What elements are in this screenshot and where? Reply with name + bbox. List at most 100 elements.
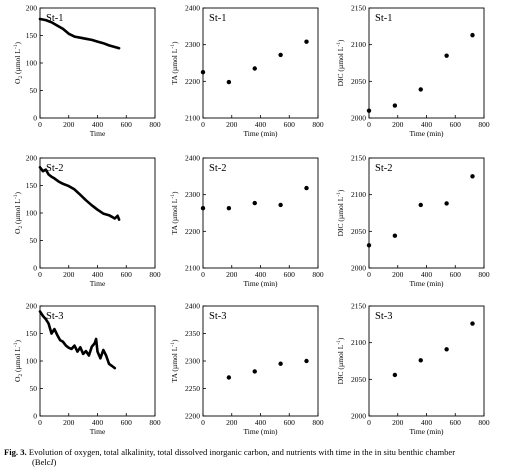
y-axis-label-unit: (µmol L <box>170 198 179 225</box>
data-point <box>278 361 283 366</box>
data-point <box>392 233 398 238</box>
x-tick-label: 0 <box>38 270 42 279</box>
x-tick-label: 400 <box>255 418 267 427</box>
y-axis-label-exp: -1 <box>13 44 19 49</box>
plot-frame <box>202 157 319 269</box>
y-axis-label-exp: -1 <box>336 42 342 47</box>
data-point <box>444 53 449 58</box>
x-tick-label: 0 <box>201 270 205 279</box>
data-point <box>226 206 232 211</box>
y-axis-label-main: TA <box>170 224 179 234</box>
y-axis-label-unit: (µmol L <box>13 347 22 374</box>
x-tick-label: 0 <box>201 418 205 427</box>
x-axis-label: Time (min) <box>409 279 444 288</box>
x-tick-label: 400 <box>421 418 433 427</box>
x-tick-label: 400 <box>92 270 104 279</box>
x-tick-label: 0 <box>38 120 42 129</box>
x-tick-label: 800 <box>149 270 161 279</box>
x-tick-label: 200 <box>226 120 238 129</box>
plot-frame <box>202 305 319 417</box>
y-axis-label-exp: -1 <box>170 194 176 199</box>
x-tick-label: 200 <box>226 418 238 427</box>
y-tick-label: 2050 <box>351 77 366 86</box>
y-axis-label: O2 (µmol L-1) <box>13 191 24 234</box>
x-axis-label: Time (min) <box>409 129 444 138</box>
y-axis-label-end: ) <box>170 339 179 342</box>
x-tick-label: 200 <box>226 270 238 279</box>
y-tick-label: 2400 <box>185 154 200 163</box>
y-tick-label: 50 <box>30 236 38 245</box>
caption-line2-end: ) <box>53 457 57 467</box>
y-axis-label-main: DIC <box>336 224 345 237</box>
caption-label: Fig. 3. <box>4 447 27 457</box>
y-axis-label-end: ) <box>13 191 22 194</box>
x-tick-label: 600 <box>450 270 462 279</box>
y-axis-label-main: O <box>13 376 22 382</box>
y-tick-label: 2000 <box>351 412 366 421</box>
y-axis-label-unit: (µmol L <box>336 344 345 371</box>
x-axis-label: Time <box>90 279 106 288</box>
data-point <box>444 201 449 206</box>
data-point <box>418 202 423 208</box>
x-tick-label: 200 <box>392 270 404 279</box>
y-axis-label-unit: (µmol L <box>170 48 179 75</box>
plot-frame <box>39 305 156 417</box>
y-tick-label: 100 <box>26 209 38 218</box>
y-axis-label: TA (µmol L-1) <box>170 339 179 382</box>
data-point <box>366 108 372 113</box>
plot-frame <box>368 305 485 417</box>
x-axis-label: Time (min) <box>243 427 278 436</box>
y-axis-label-sub: 2 <box>18 76 24 79</box>
y-tick-label: 2000 <box>351 264 366 273</box>
y-tick-label: 2100 <box>185 114 200 123</box>
y-tick-label: 0 <box>33 114 37 123</box>
y-tick-label: 50 <box>30 384 38 393</box>
y-tick-label: 100 <box>26 59 38 68</box>
y-tick-label: 2000 <box>351 114 366 123</box>
y-tick-label: 200 <box>26 4 38 13</box>
data-point <box>470 321 475 326</box>
y-tick-label: 2100 <box>351 40 366 49</box>
y-axis-label-sub: 2 <box>18 226 24 229</box>
x-tick-label: 0 <box>367 418 371 427</box>
y-tick-label: 2300 <box>185 40 200 49</box>
y-tick-label: 0 <box>33 412 37 421</box>
data-point <box>252 369 257 374</box>
plot-frame <box>368 7 485 119</box>
y-axis-label-main: O <box>13 78 22 84</box>
chart-panel: 0 200 400 600 800 2100 2200 2300 2400 Time (min) T… <box>170 4 324 139</box>
oxygen-series-line <box>38 310 117 370</box>
y-tick-label: 2050 <box>351 227 366 236</box>
y-axis-label-end: ) <box>170 191 179 194</box>
caption-line2: (BelcI) <box>4 457 504 467</box>
data-point <box>278 202 283 208</box>
y-axis-label: TA (µmol L-1) <box>170 41 179 84</box>
y-tick-label: 2150 <box>351 154 366 163</box>
y-axis-label-end: ) <box>13 41 22 44</box>
x-tick-label: 800 <box>478 270 490 279</box>
figure-caption: Fig. 3. Evolution of oxygen, total alkal… <box>4 447 504 467</box>
x-tick-label: 0 <box>367 120 371 129</box>
data-point <box>366 243 372 248</box>
data-point <box>278 52 283 58</box>
y-tick-label: 2100 <box>351 338 366 347</box>
y-axis-label-end: ) <box>336 337 345 340</box>
x-tick-label: 600 <box>284 270 296 279</box>
station-label: St-3 <box>375 311 393 322</box>
caption-line2-italic: I <box>50 457 54 467</box>
x-tick-label: 400 <box>92 418 104 427</box>
y-axis-label-main: TA <box>170 74 179 84</box>
data-point <box>392 103 398 108</box>
chart-panel: 0 200 400 600 800 2200 2250 2300 2350 2400 Time (m… <box>170 302 324 437</box>
x-tick-label: 600 <box>284 418 296 427</box>
x-tick-label: 800 <box>312 418 324 427</box>
x-tick-label: 0 <box>367 270 371 279</box>
chart-panel: 0 200 400 600 800 2100 2200 2300 2400 Time (min) T… <box>170 154 324 289</box>
x-axis-label: Time <box>90 427 106 436</box>
x-tick-label: 400 <box>255 270 267 279</box>
y-axis-label-exp: -1 <box>336 340 342 345</box>
x-axis-label: Time <box>90 129 106 138</box>
y-axis-label-unit: (µmol L <box>336 196 345 223</box>
x-tick-label: 400 <box>421 270 433 279</box>
